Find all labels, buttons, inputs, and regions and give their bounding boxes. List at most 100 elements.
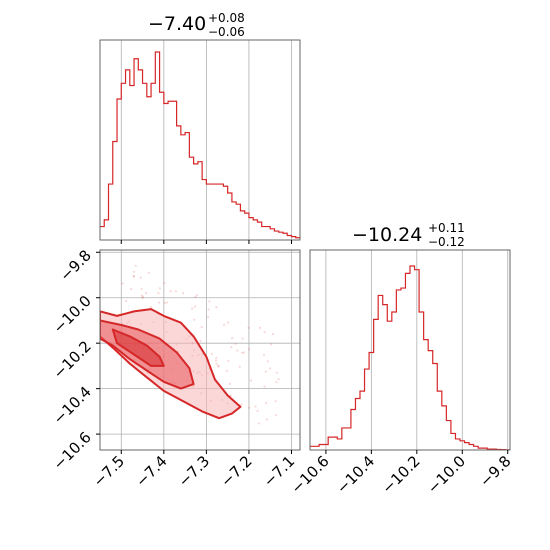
scatter-point [158,287,161,290]
scatter-point [193,305,197,308]
scatter-point [208,300,211,303]
axes-frame [309,249,511,451]
y-tick-label: −10.4 [50,383,95,428]
scatter-point [163,282,166,285]
y-tick-label: −10.6 [50,428,95,473]
scatter-point [145,292,148,295]
x-tick-label: −10.2 [378,452,423,497]
scatter-point [226,321,230,324]
scatter-point [195,294,198,297]
scatter-point [217,364,220,368]
scatter-point [214,359,218,362]
x-tick-label: −7.2 [217,452,255,490]
title-lower-error: −0.06 [208,25,245,39]
scatter-point [242,351,246,354]
scatter-point [268,367,272,370]
scatter-point [174,290,177,293]
scatter-point [238,365,241,368]
scatter-point [166,301,169,304]
scatter-point [263,385,266,388]
scatter-point [266,360,269,363]
scatter-point [141,296,144,300]
scatter-point [241,337,244,340]
joint-scatter-contour: −7.5 −7.4 −7.3 −7.2 −7.1 −9.8 −10.0−10.2−10.4… [50,246,301,491]
scatter-point [217,365,220,368]
x-tick-marks [120,240,292,244]
title-lower-error: −0.12 [428,235,465,249]
scatter-point [228,382,232,385]
scatter-point [147,271,150,274]
scatter-point [181,292,185,295]
x-tick-label: −10.6 [288,452,333,497]
x-tick-label: −7.4 [132,452,170,490]
scatter-point [157,301,161,304]
scatter-point [222,323,226,326]
scatter-point [256,409,259,412]
scatter-point [191,307,194,310]
scatter-point [215,306,218,309]
scatter-point [215,362,218,366]
scatter-point [169,290,172,293]
scatter-point [149,306,153,309]
y-tick-label: −10.0 [50,292,95,337]
scatter-point [133,270,136,273]
scatter-point [229,394,232,397]
scatter-point [227,359,230,362]
scatter-point [139,276,142,279]
scatter-point [134,264,137,267]
scatter-point [275,371,278,374]
scatter-point [141,295,145,298]
scatter-point [248,406,251,409]
x-tick-labels: −10.6 −10.4 −10.2 −10.0 −9.8 [288,452,515,497]
contour-levels [100,308,242,420]
scatter-point [265,418,268,421]
y-tick-label: −9.8 [56,246,94,284]
x-tick-label: −9.8 [476,452,514,490]
x-tick-label: −10.4 [333,452,378,497]
scatter-point [254,405,257,408]
scatter-point [236,349,239,352]
scatter-point [234,342,237,345]
scatter-point [258,326,262,330]
scatter-point [194,295,197,299]
title-upper-error: +0.08 [208,11,245,25]
scatter-point [277,377,280,381]
scatter-point [274,400,277,403]
scatter-point [140,294,143,297]
scatter-point [275,381,278,384]
scatter-point [132,275,135,278]
scatter-point [121,282,124,285]
scatter-point [163,301,167,304]
scatter-point [247,326,250,329]
y-tick-label: −10.2 [50,337,95,382]
x-tick-label: −10.0 [424,452,469,497]
scatter-point [274,414,277,417]
scatter-point [263,331,266,334]
scatter-point [207,308,210,311]
scatter-point [200,325,203,329]
grid-lines [325,250,509,450]
scatter-point [249,379,253,382]
scatter-point [215,356,218,360]
marginal-histogram-param2: −10.6 −10.4 −10.2 −10.0 −9.8 −10.24 +0.11 −0… [288,221,515,497]
x-tick-marks [325,450,509,454]
tick-marks [96,251,292,454]
scatter-point [265,401,268,404]
histogram-step-line [310,265,510,451]
x-tick-label: −7.5 [90,452,128,490]
scatter-point [129,287,133,291]
scatter-point [210,352,213,356]
marginal-histogram-param1: −7.40 +0.08 −0.06 [99,11,301,244]
scatter-point [132,275,136,278]
scatter-point [264,370,267,373]
scatter-point [272,332,275,336]
axes-frame [99,39,301,241]
axes-frame [99,249,301,451]
scatter-point [240,403,243,406]
scatter-point [140,287,143,290]
scatter-point [199,339,202,343]
scatter-point [270,343,273,346]
contour-inner [111,328,165,367]
title-value: −10.24 [352,224,422,246]
